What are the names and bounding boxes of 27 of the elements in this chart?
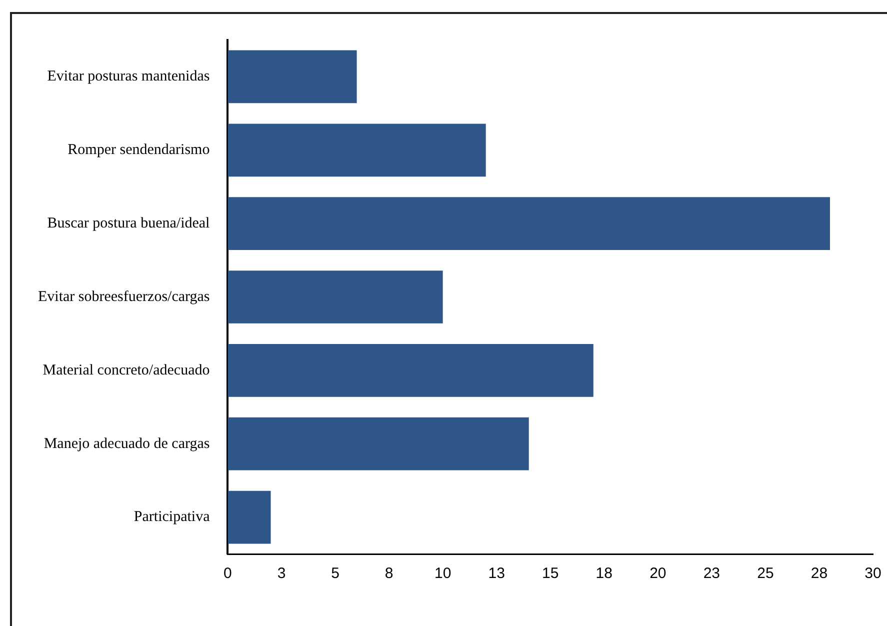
x-tick-label: 13	[488, 565, 505, 582]
x-tick-label: 8	[384, 565, 394, 582]
x-tick-label: 28	[810, 565, 828, 582]
x-tick-label: 20	[650, 565, 666, 582]
x-tick-label: 30	[864, 565, 882, 582]
y-tick-label: Evitar sobreesfuerzos/cargas	[38, 288, 210, 305]
bar	[228, 124, 486, 177]
bar	[228, 344, 594, 397]
x-tick-label: 0	[224, 565, 232, 582]
x-tick-label: 23	[703, 565, 720, 582]
x-tick-label: 25	[757, 565, 774, 582]
y-tick-label: Evitar posturas mantenidas	[47, 68, 210, 85]
y-tick-label: Manejo adecuado de cargas	[44, 436, 210, 452]
bar	[228, 490, 271, 544]
x-tick-label: 15	[542, 565, 559, 582]
x-tick-label: 5	[331, 565, 340, 582]
y-tick-label: Participativa	[134, 509, 210, 526]
bar	[228, 50, 357, 104]
x-tick-label: 10	[434, 565, 452, 582]
y-tick-label: Material concreto/adecuado	[42, 362, 210, 378]
y-tick-label: Buscar postura buena/ideal	[47, 216, 210, 232]
bar	[228, 270, 443, 324]
x-tick-label: 18	[596, 565, 612, 582]
bar	[228, 417, 529, 470]
bar	[228, 197, 830, 250]
x-tick-label: 3	[277, 565, 286, 582]
y-tick-label: Romper sendendarismo	[68, 142, 210, 158]
